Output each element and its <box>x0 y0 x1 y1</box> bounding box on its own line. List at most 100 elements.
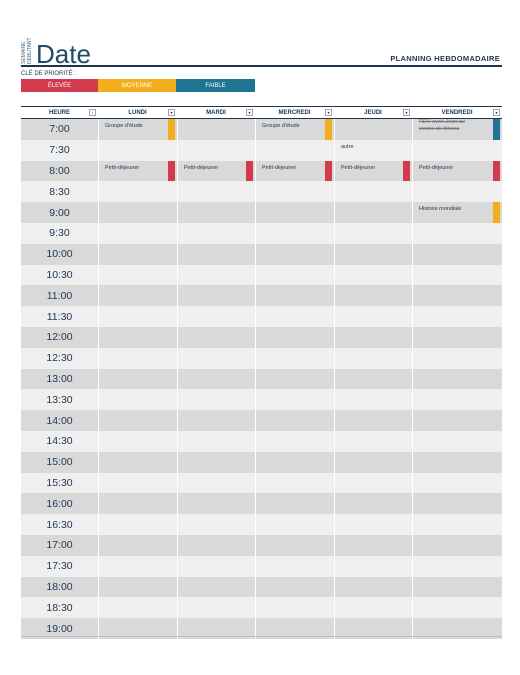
schedule-cell[interactable] <box>177 243 255 265</box>
schedule-cell[interactable] <box>177 347 255 369</box>
schedule-cell[interactable] <box>177 202 255 223</box>
schedule-cell[interactable] <box>177 514 255 535</box>
schedule-cell[interactable] <box>255 264 334 286</box>
schedule-cell[interactable] <box>334 430 412 452</box>
schedule-cell[interactable] <box>334 618 412 639</box>
schedule-cell[interactable] <box>334 326 412 348</box>
schedule-cell[interactable] <box>177 576 255 598</box>
schedule-cell[interactable] <box>177 493 255 515</box>
schedule-cell[interactable] <box>334 389 412 411</box>
schedule-cell[interactable] <box>255 306 334 327</box>
schedule-cell[interactable] <box>177 306 255 327</box>
schedule-cell[interactable] <box>255 285 334 307</box>
filter-dropdown-icon[interactable]: ▾ <box>403 109 410 116</box>
schedule-cell[interactable] <box>98 410 177 431</box>
schedule-cell[interactable] <box>255 534 334 556</box>
schedule-cell[interactable] <box>334 514 412 535</box>
schedule-cell[interactable] <box>98 618 177 639</box>
schedule-cell[interactable] <box>255 243 334 265</box>
schedule-cell[interactable] <box>412 534 502 556</box>
schedule-cell[interactable] <box>334 285 412 307</box>
schedule-cell[interactable] <box>334 576 412 598</box>
schedule-cell[interactable]: Petit-déjeuner <box>334 160 412 182</box>
schedule-cell[interactable] <box>98 264 177 286</box>
schedule-cell[interactable] <box>412 368 502 390</box>
schedule-cell[interactable] <box>334 597 412 619</box>
schedule-cell[interactable] <box>177 534 255 556</box>
schedule-cell[interactable] <box>255 139 334 161</box>
schedule-cell[interactable] <box>412 555 502 577</box>
schedule-cell[interactable]: RDV avec Jean au centre de fitness <box>412 119 502 140</box>
schedule-cell[interactable] <box>98 139 177 161</box>
schedule-cell[interactable]: Histoire mondiale <box>412 202 502 223</box>
schedule-cell[interactable] <box>98 430 177 452</box>
schedule-cell[interactable] <box>334 472 412 494</box>
schedule-cell[interactable] <box>255 451 334 473</box>
schedule-cell[interactable] <box>334 368 412 390</box>
schedule-cell[interactable] <box>255 597 334 619</box>
schedule-cell[interactable] <box>412 597 502 619</box>
schedule-cell[interactable] <box>412 472 502 494</box>
schedule-cell[interactable] <box>98 243 177 265</box>
schedule-cell[interactable] <box>255 555 334 577</box>
schedule-cell[interactable] <box>334 202 412 223</box>
schedule-cell[interactable] <box>177 222 255 244</box>
schedule-cell[interactable] <box>98 597 177 619</box>
schedule-cell[interactable] <box>177 618 255 639</box>
schedule-cell[interactable] <box>412 306 502 327</box>
schedule-cell[interactable] <box>98 451 177 473</box>
schedule-cell[interactable] <box>177 264 255 286</box>
schedule-cell[interactable] <box>98 347 177 369</box>
schedule-cell[interactable] <box>255 368 334 390</box>
schedule-cell[interactable]: Petit-déjeuner <box>412 160 502 182</box>
schedule-cell[interactable] <box>255 222 334 244</box>
schedule-cell[interactable] <box>177 597 255 619</box>
schedule-cell[interactable] <box>98 181 177 203</box>
schedule-cell[interactable] <box>334 534 412 556</box>
schedule-cell[interactable] <box>412 430 502 452</box>
schedule-cell[interactable] <box>334 264 412 286</box>
schedule-cell[interactable] <box>255 618 334 639</box>
schedule-cell[interactable] <box>334 181 412 203</box>
schedule-cell[interactable] <box>98 326 177 348</box>
schedule-cell[interactable]: Petit-déjeuner <box>177 160 255 182</box>
schedule-cell[interactable] <box>255 514 334 535</box>
schedule-cell[interactable] <box>177 368 255 390</box>
schedule-cell[interactable] <box>98 576 177 598</box>
schedule-cell[interactable]: Petit-déjeuner <box>255 160 334 182</box>
date-title[interactable]: Date <box>36 39 91 69</box>
schedule-cell[interactable] <box>334 493 412 515</box>
schedule-cell[interactable] <box>98 285 177 307</box>
schedule-cell[interactable] <box>98 389 177 411</box>
schedule-cell[interactable] <box>412 410 502 431</box>
schedule-cell[interactable] <box>412 243 502 265</box>
schedule-cell[interactable] <box>412 222 502 244</box>
schedule-cell[interactable] <box>255 389 334 411</box>
schedule-cell[interactable] <box>334 119 412 140</box>
schedule-cell[interactable] <box>412 181 502 203</box>
schedule-cell[interactable] <box>177 555 255 577</box>
schedule-cell[interactable] <box>98 493 177 515</box>
schedule-cell[interactable] <box>98 368 177 390</box>
schedule-cell[interactable] <box>98 202 177 223</box>
schedule-cell[interactable] <box>412 514 502 535</box>
schedule-cell[interactable] <box>334 451 412 473</box>
schedule-cell[interactable] <box>98 534 177 556</box>
schedule-cell[interactable]: Petit-déjeuner <box>98 160 177 182</box>
sort-icon[interactable]: ↕ <box>89 109 96 116</box>
schedule-cell[interactable] <box>98 514 177 535</box>
schedule-cell[interactable] <box>255 472 334 494</box>
schedule-cell[interactable] <box>177 326 255 348</box>
schedule-cell[interactable] <box>334 555 412 577</box>
schedule-cell[interactable] <box>177 430 255 452</box>
schedule-cell[interactable] <box>177 139 255 161</box>
schedule-cell[interactable] <box>98 472 177 494</box>
schedule-cell[interactable] <box>177 119 255 140</box>
schedule-cell[interactable] <box>255 430 334 452</box>
schedule-cell[interactable] <box>98 555 177 577</box>
filter-dropdown-icon[interactable]: ▾ <box>246 109 253 116</box>
schedule-cell[interactable] <box>255 576 334 598</box>
schedule-cell[interactable] <box>412 576 502 598</box>
schedule-cell[interactable] <box>334 347 412 369</box>
schedule-cell[interactable] <box>412 389 502 411</box>
